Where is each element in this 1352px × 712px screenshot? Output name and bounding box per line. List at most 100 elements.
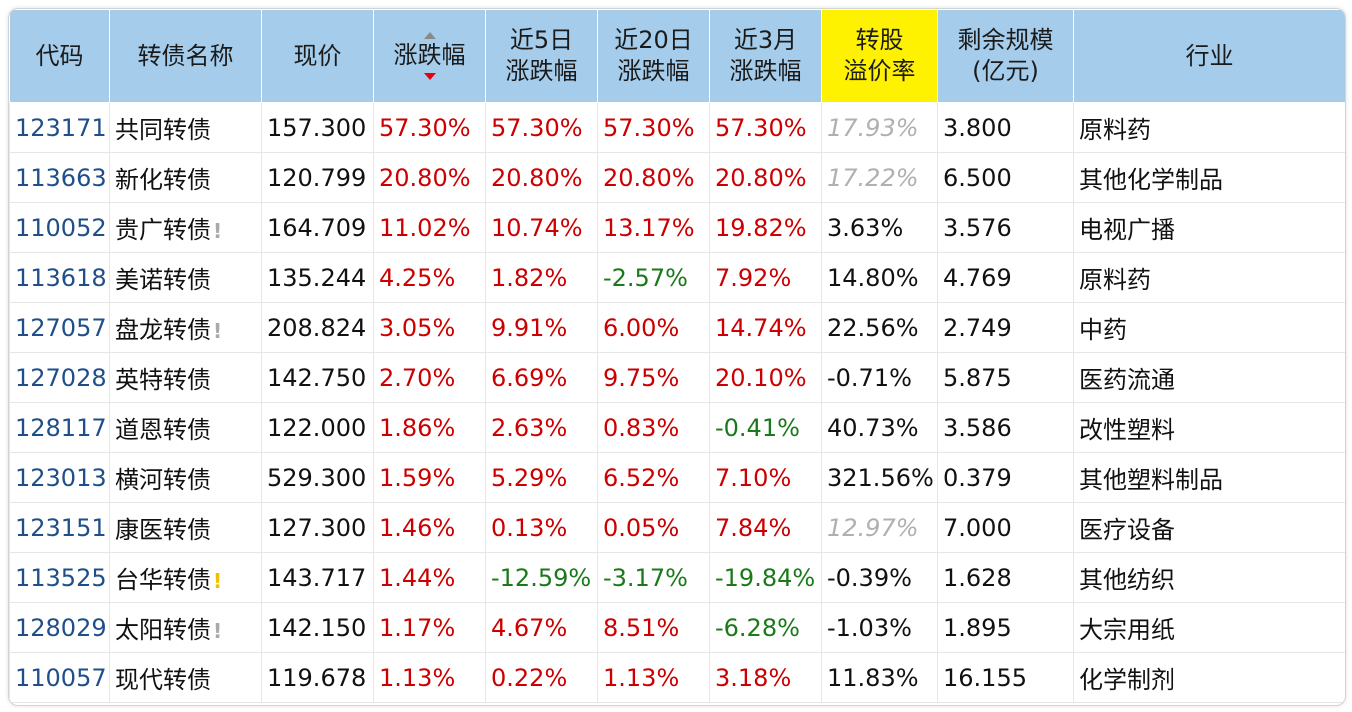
change-3m-cell: 3.18% xyxy=(709,652,822,703)
bond-code-link[interactable]: 127057 xyxy=(9,302,110,353)
bond-name[interactable]: 横河转债 xyxy=(115,466,211,494)
table-row[interactable]: 127057 盘龙转债! 208.824 3.05% 9.91% 6.00% 14.74% 2… xyxy=(9,302,1345,353)
price-cell: 120.799 xyxy=(261,152,374,203)
bond-name[interactable]: 道恩转债 xyxy=(115,416,211,444)
bond-name-cell[interactable]: 英特转债 xyxy=(109,352,262,403)
industry-cell: 原料药 xyxy=(1073,252,1345,303)
premium-cell: -1.03% xyxy=(821,602,938,653)
bond-name[interactable]: 盘龙转债 xyxy=(115,316,211,344)
sort-descending-icon[interactable] xyxy=(423,73,436,80)
sort-ascending-icon[interactable] xyxy=(423,32,436,39)
sort-control[interactable]: 涨跌幅 xyxy=(394,32,466,80)
price-cell: 164.709 xyxy=(261,202,374,253)
bond-code-link[interactable]: 123151 xyxy=(9,502,110,553)
table-row[interactable]: 123151 康医转债 127.300 1.46% 0.13% 0.05% 7.84% 12.… xyxy=(9,502,1345,553)
industry-cell: 改性塑料 xyxy=(1073,402,1345,453)
price-cell: 143.717 xyxy=(261,552,374,603)
change-cell: 1.46% xyxy=(373,502,486,553)
bond-code-link[interactable]: 128029 xyxy=(9,602,110,653)
warning-icon[interactable]: ! xyxy=(213,219,223,243)
bond-code-link[interactable]: 110052 xyxy=(9,202,110,253)
bond-code-link[interactable]: 123013 xyxy=(9,452,110,503)
col-header-change-3m-line2: 涨跌幅 xyxy=(729,57,802,85)
bond-name[interactable]: 太阳转债 xyxy=(115,616,211,644)
bond-name-cell[interactable]: 现代转债 xyxy=(109,652,262,703)
bond-name-cell[interactable]: 共同转债 xyxy=(109,102,262,153)
change-3m-cell: -19.84% xyxy=(709,552,822,603)
bond-code-link[interactable]: 113618 xyxy=(9,252,110,303)
table-row[interactable]: 123171 共同转债 157.300 57.30% 57.30% 57.30% 57.30… xyxy=(9,102,1345,153)
col-header-price[interactable]: 现价 xyxy=(261,9,374,103)
price-cell: 529.300 xyxy=(261,452,374,503)
bond-name-cell[interactable]: 新化转债 xyxy=(109,152,262,203)
table-row[interactable]: 113663 新化转债 120.799 20.80% 20.80% 20.80% 20.80… xyxy=(9,152,1345,203)
bond-name-cell[interactable]: 盘龙转债! xyxy=(109,302,262,353)
table-row[interactable]: 110052 贵广转债! 164.709 11.02% 10.74% 13.17% 19.8… xyxy=(9,202,1345,253)
industry-cell: 其他化学制品 xyxy=(1073,152,1345,203)
premium-cell: 12.97% xyxy=(821,502,938,553)
bond-name[interactable]: 贵广转债 xyxy=(115,216,211,244)
col-header-code[interactable]: 代码 xyxy=(9,9,110,103)
col-header-change-3m[interactable]: 近3月 涨跌幅 xyxy=(709,9,822,103)
bond-name[interactable]: 共同转债 xyxy=(115,116,211,144)
col-header-scale[interactable]: 剩余规模 (亿元) xyxy=(937,9,1074,103)
bond-code-link[interactable]: 128117 xyxy=(9,402,110,453)
col-header-premium[interactable]: 转股 溢价率 xyxy=(821,9,938,103)
table-row[interactable]: 113525 台华转债! 143.717 1.44% -12.59% -3.17% -19.… xyxy=(9,552,1345,603)
col-header-industry[interactable]: 行业 xyxy=(1073,9,1345,103)
col-header-change[interactable]: 涨跌幅 xyxy=(373,9,486,103)
warning-icon[interactable]: ! xyxy=(213,569,223,593)
table-body: 123171 共同转债 157.300 57.30% 57.30% 57.30% 57.30… xyxy=(9,102,1345,703)
bond-name-cell[interactable]: 道恩转债 xyxy=(109,402,262,453)
table-row[interactable]: 128029 太阳转债! 142.150 1.17% 4.67% 8.51% -6.28% -… xyxy=(9,602,1345,653)
bond-name[interactable]: 英特转债 xyxy=(115,366,211,394)
bond-name[interactable]: 现代转债 xyxy=(115,666,211,694)
table-row[interactable]: 123013 横河转债 529.300 1.59% 5.29% 6.52% 7.10% 321… xyxy=(9,452,1345,503)
bond-name[interactable]: 台华转债 xyxy=(115,566,211,594)
industry-cell: 医疗设备 xyxy=(1073,502,1345,553)
table-row[interactable]: 128117 道恩转债 122.000 1.86% 2.63% 0.83% -0.41% 40… xyxy=(9,402,1345,453)
col-header-change-5d-line1: 近5日 xyxy=(509,26,574,54)
bond-name-cell[interactable]: 康医转债 xyxy=(109,502,262,553)
change-20d-cell: 8.51% xyxy=(597,602,710,653)
industry-cell: 中药 xyxy=(1073,302,1345,353)
table-row[interactable]: 127028 英特转债 142.750 2.70% 6.69% 9.75% 20.10% -0… xyxy=(9,352,1345,403)
bond-name-cell[interactable]: 横河转债 xyxy=(109,452,262,503)
col-header-name[interactable]: 转债名称 xyxy=(109,9,262,103)
price-cell: 142.750 xyxy=(261,352,374,403)
bond-code-link[interactable]: 110057 xyxy=(9,652,110,703)
bond-name[interactable]: 新化转债 xyxy=(115,166,211,194)
bond-code-link[interactable]: 113525 xyxy=(9,552,110,603)
col-header-scale-line2: (亿元) xyxy=(972,57,1039,85)
table-row[interactable]: 110057 现代转债 119.678 1.13% 0.22% 1.13% 3.18% 11.… xyxy=(9,652,1345,703)
col-header-change-20d-line1: 近20日 xyxy=(614,26,693,54)
warning-icon[interactable]: ! xyxy=(213,319,223,343)
col-header-name-label: 转债名称 xyxy=(137,41,234,70)
bond-name-cell[interactable]: 贵广转债! xyxy=(109,202,262,253)
bond-code-link[interactable]: 127028 xyxy=(9,352,110,403)
scale-cell: 3.576 xyxy=(937,202,1074,253)
scale-cell: 16.155 xyxy=(937,652,1074,703)
change-5d-cell: 0.13% xyxy=(485,502,598,553)
bond-name-cell[interactable]: 美诺转债 xyxy=(109,252,262,303)
col-header-change-5d[interactable]: 近5日 涨跌幅 xyxy=(485,9,598,103)
warning-icon[interactable]: ! xyxy=(213,619,223,643)
bond-code-link[interactable]: 123171 xyxy=(9,102,110,153)
change-cell: 4.25% xyxy=(373,252,486,303)
premium-cell: 3.63% xyxy=(821,202,938,253)
bond-code-link[interactable]: 113663 xyxy=(9,152,110,203)
bond-name-cell[interactable]: 台华转债! xyxy=(109,552,262,603)
bond-name[interactable]: 康医转债 xyxy=(115,516,211,544)
price-cell: 127.300 xyxy=(261,502,374,553)
col-header-change-label: 涨跌幅 xyxy=(393,41,466,69)
change-3m-cell: 57.30% xyxy=(709,102,822,153)
col-header-change-20d[interactable]: 近20日 涨跌幅 xyxy=(597,9,710,103)
industry-cell: 其他塑料制品 xyxy=(1073,452,1345,503)
col-header-price-label: 现价 xyxy=(293,41,342,70)
table-row[interactable]: 113618 美诺转债 135.244 4.25% 1.82% -2.57% 7.92% 14… xyxy=(9,252,1345,303)
scale-cell: 7.000 xyxy=(937,502,1074,553)
price-cell: 119.678 xyxy=(261,652,374,703)
bond-name[interactable]: 美诺转债 xyxy=(115,266,211,294)
bond-name-cell[interactable]: 太阳转债! xyxy=(109,602,262,653)
change-cell: 20.80% xyxy=(373,152,486,203)
